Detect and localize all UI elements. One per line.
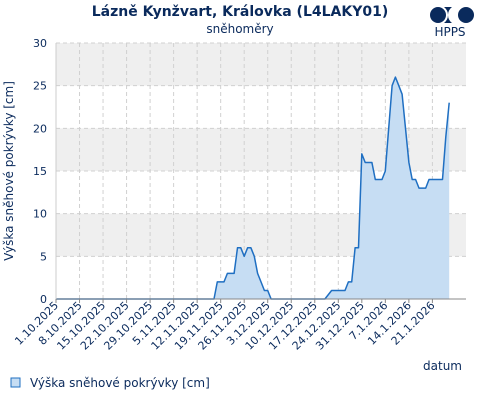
logo-circle-left	[430, 7, 446, 23]
series-area	[56, 77, 450, 299]
y-tick-label: 5	[40, 250, 47, 263]
legend: Výška sněhové pokrývky [cm]	[10, 376, 210, 390]
logo-circle-right	[458, 7, 474, 23]
y-tick-label: 25	[33, 80, 47, 93]
series	[56, 76, 450, 300]
chart-title: Lázně Kynžvart, Královka (L4LAKY01)	[92, 4, 388, 20]
legend-swatch	[10, 377, 21, 388]
plot-band	[56, 43, 466, 86]
y-tick-label: 0	[40, 293, 47, 306]
x-tick-labels: 1.10.20258.10.202515.10.202522.10.202529…	[12, 299, 437, 353]
y-tick-label: 15	[33, 165, 47, 178]
y-tick-label: 20	[33, 122, 47, 135]
legend-label: Výška sněhové pokrývky [cm]	[30, 376, 210, 390]
y-tick-labels: 0 5 10 15 20 25 30	[33, 37, 47, 306]
series-line	[56, 76, 450, 300]
axes	[55, 43, 466, 303]
y-tick-label: 10	[33, 208, 47, 221]
hpps-logo: HPPS	[430, 7, 474, 39]
logo-center-shape	[444, 7, 452, 23]
logo-text: HPPS	[434, 25, 465, 39]
y-axis-label: Výška sněhové pokrývky [cm]	[2, 81, 16, 261]
chart-subtitle: sněhoměry	[206, 22, 273, 36]
y-tick-label: 30	[33, 37, 47, 50]
x-axis-label: datum	[423, 359, 462, 373]
